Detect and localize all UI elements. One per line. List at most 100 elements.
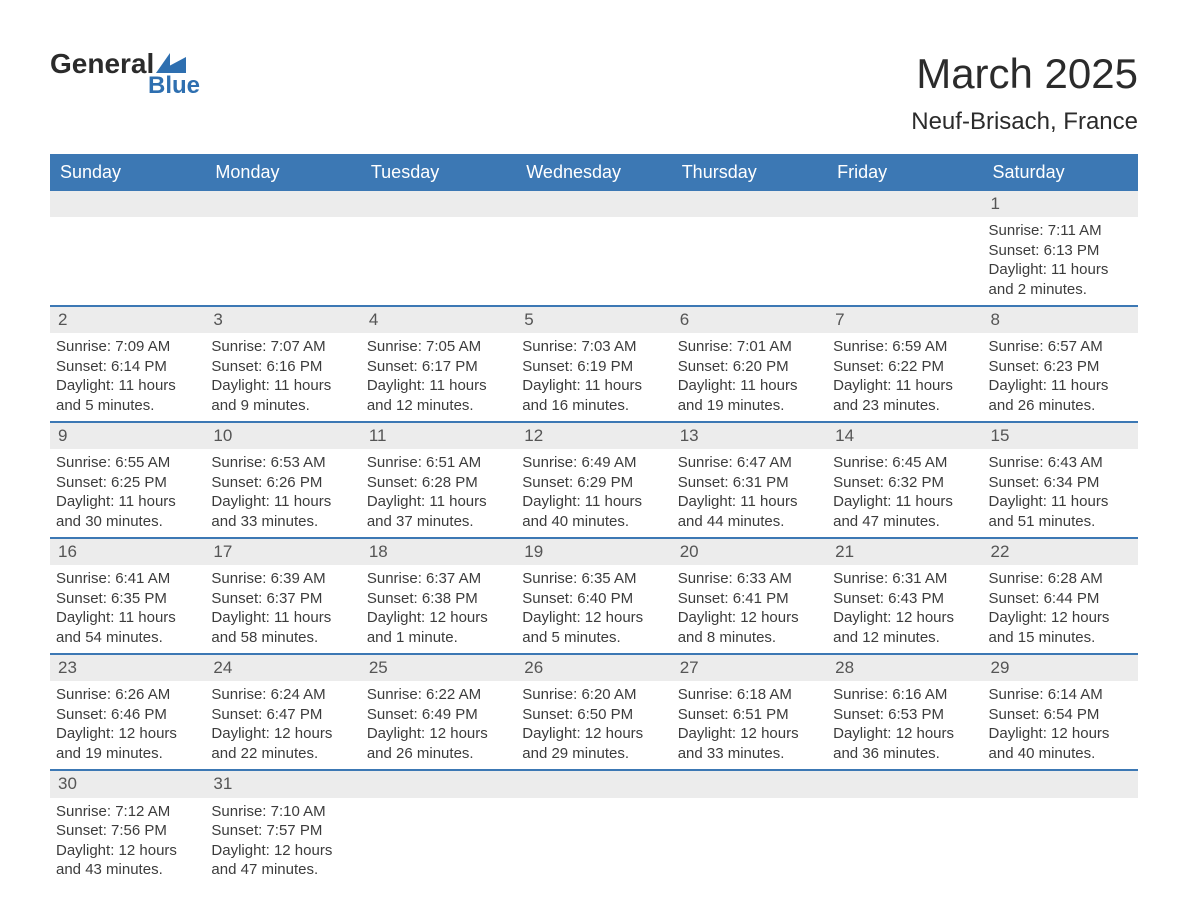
sunrise-text: Sunrise: 7:01 AM [678,337,821,357]
day-body: Sunrise: 6:26 AMSunset: 6:46 PMDaylight:… [50,681,205,769]
day-number: 27 [672,655,827,681]
calendar-cell: 15Sunrise: 6:43 AMSunset: 6:34 PMDayligh… [983,422,1138,538]
day-number: 2 [50,307,205,333]
day-number: 13 [672,423,827,449]
calendar-cell [827,770,982,885]
calendar-cell: 9Sunrise: 6:55 AMSunset: 6:25 PMDaylight… [50,422,205,538]
day-number: 8 [983,307,1138,333]
day-number: 6 [672,307,827,333]
day-body: Sunrise: 7:11 AMSunset: 6:13 PMDaylight:… [983,217,1138,305]
day-body: Sunrise: 6:51 AMSunset: 6:28 PMDaylight:… [361,449,516,537]
day-body [827,798,982,880]
sunset-text: Sunset: 6:35 PM [56,589,199,609]
day-body: Sunrise: 6:28 AMSunset: 6:44 PMDaylight:… [983,565,1138,653]
calendar-cell: 20Sunrise: 6:33 AMSunset: 6:41 PMDayligh… [672,538,827,654]
day-number [516,771,671,797]
daylight-text: Daylight: 11 hours and 40 minutes. [522,492,665,531]
sunset-text: Sunset: 7:57 PM [211,821,354,841]
calendar-cell [672,770,827,885]
daylight-text: Daylight: 11 hours and 5 minutes. [56,376,199,415]
daylight-text: Daylight: 11 hours and 37 minutes. [367,492,510,531]
day-body: Sunrise: 6:35 AMSunset: 6:40 PMDaylight:… [516,565,671,653]
sunrise-text: Sunrise: 6:41 AM [56,569,199,589]
calendar-week-row: 9Sunrise: 6:55 AMSunset: 6:25 PMDaylight… [50,422,1138,538]
day-number: 25 [361,655,516,681]
daylight-text: Daylight: 11 hours and 58 minutes. [211,608,354,647]
day-number: 23 [50,655,205,681]
day-body: Sunrise: 7:05 AMSunset: 6:17 PMDaylight:… [361,333,516,421]
day-body [516,798,671,880]
sunset-text: Sunset: 6:25 PM [56,473,199,493]
sunrise-text: Sunrise: 7:11 AM [989,221,1132,241]
day-body: Sunrise: 6:37 AMSunset: 6:38 PMDaylight:… [361,565,516,653]
calendar-week-row: 1Sunrise: 7:11 AMSunset: 6:13 PMDaylight… [50,190,1138,306]
calendar-cell: 24Sunrise: 6:24 AMSunset: 6:47 PMDayligh… [205,654,360,770]
sunrise-text: Sunrise: 7:09 AM [56,337,199,357]
daylight-text: Daylight: 12 hours and 12 minutes. [833,608,976,647]
sunset-text: Sunset: 6:22 PM [833,357,976,377]
sunrise-text: Sunrise: 6:28 AM [989,569,1132,589]
sunrise-text: Sunrise: 6:22 AM [367,685,510,705]
day-body: Sunrise: 6:55 AMSunset: 6:25 PMDaylight:… [50,449,205,537]
day-number: 28 [827,655,982,681]
calendar-week-row: 2Sunrise: 7:09 AMSunset: 6:14 PMDaylight… [50,306,1138,422]
calendar-cell: 21Sunrise: 6:31 AMSunset: 6:43 PMDayligh… [827,538,982,654]
calendar-cell: 17Sunrise: 6:39 AMSunset: 6:37 PMDayligh… [205,538,360,654]
day-number: 21 [827,539,982,565]
day-body [361,217,516,299]
sunset-text: Sunset: 6:37 PM [211,589,354,609]
day-body: Sunrise: 6:57 AMSunset: 6:23 PMDaylight:… [983,333,1138,421]
day-body: Sunrise: 7:03 AMSunset: 6:19 PMDaylight:… [516,333,671,421]
sunrise-text: Sunrise: 6:14 AM [989,685,1132,705]
title-block: March 2025 Neuf-Brisach, France [911,50,1138,136]
calendar-cell: 2Sunrise: 7:09 AMSunset: 6:14 PMDaylight… [50,306,205,422]
header: General Blue March 2025 Neuf-Brisach, Fr… [50,50,1138,136]
daylight-text: Daylight: 11 hours and 12 minutes. [367,376,510,415]
day-body: Sunrise: 7:01 AMSunset: 6:20 PMDaylight:… [672,333,827,421]
day-body: Sunrise: 6:47 AMSunset: 6:31 PMDaylight:… [672,449,827,537]
calendar-week-row: 16Sunrise: 6:41 AMSunset: 6:35 PMDayligh… [50,538,1138,654]
daylight-text: Daylight: 11 hours and 30 minutes. [56,492,199,531]
calendar-cell: 12Sunrise: 6:49 AMSunset: 6:29 PMDayligh… [516,422,671,538]
daylight-text: Daylight: 11 hours and 19 minutes. [678,376,821,415]
sunrise-text: Sunrise: 6:33 AM [678,569,821,589]
daylight-text: Daylight: 12 hours and 43 minutes. [56,841,199,880]
calendar-table: Sunday Monday Tuesday Wednesday Thursday… [50,154,1138,886]
day-number: 18 [361,539,516,565]
day-number: 29 [983,655,1138,681]
calendar-cell: 31Sunrise: 7:10 AMSunset: 7:57 PMDayligh… [205,770,360,885]
daylight-text: Daylight: 12 hours and 29 minutes. [522,724,665,763]
col-saturday: Saturday [983,155,1138,190]
sunset-text: Sunset: 6:34 PM [989,473,1132,493]
day-body: Sunrise: 6:59 AMSunset: 6:22 PMDaylight:… [827,333,982,421]
sunrise-text: Sunrise: 6:26 AM [56,685,199,705]
day-body: Sunrise: 6:18 AMSunset: 6:51 PMDaylight:… [672,681,827,769]
daylight-text: Daylight: 12 hours and 26 minutes. [367,724,510,763]
sunset-text: Sunset: 6:47 PM [211,705,354,725]
sunrise-text: Sunrise: 6:53 AM [211,453,354,473]
day-body: Sunrise: 6:24 AMSunset: 6:47 PMDaylight:… [205,681,360,769]
daylight-text: Daylight: 11 hours and 26 minutes. [989,376,1132,415]
day-body: Sunrise: 7:07 AMSunset: 6:16 PMDaylight:… [205,333,360,421]
day-number: 31 [205,771,360,797]
day-number: 15 [983,423,1138,449]
calendar-week-row: 23Sunrise: 6:26 AMSunset: 6:46 PMDayligh… [50,654,1138,770]
day-number [983,771,1138,797]
daylight-text: Daylight: 12 hours and 15 minutes. [989,608,1132,647]
sunset-text: Sunset: 6:49 PM [367,705,510,725]
calendar-cell: 16Sunrise: 6:41 AMSunset: 6:35 PMDayligh… [50,538,205,654]
daylight-text: Daylight: 12 hours and 19 minutes. [56,724,199,763]
sunrise-text: Sunrise: 6:39 AM [211,569,354,589]
daylight-text: Daylight: 11 hours and 33 minutes. [211,492,354,531]
sunrise-text: Sunrise: 7:07 AM [211,337,354,357]
calendar-cell: 23Sunrise: 6:26 AMSunset: 6:46 PMDayligh… [50,654,205,770]
day-body: Sunrise: 6:20 AMSunset: 6:50 PMDaylight:… [516,681,671,769]
sunset-text: Sunset: 6:32 PM [833,473,976,493]
calendar-cell: 4Sunrise: 7:05 AMSunset: 6:17 PMDaylight… [361,306,516,422]
day-number: 14 [827,423,982,449]
calendar-cell: 13Sunrise: 6:47 AMSunset: 6:31 PMDayligh… [672,422,827,538]
day-number [361,191,516,217]
day-number [672,191,827,217]
calendar-cell: 25 Sunrise: 6:22 AMSunset: 6:49 PMDayligh… [361,654,516,770]
calendar-cell: 30Sunrise: 7:12 AMSunset: 7:56 PMDayligh… [50,770,205,885]
